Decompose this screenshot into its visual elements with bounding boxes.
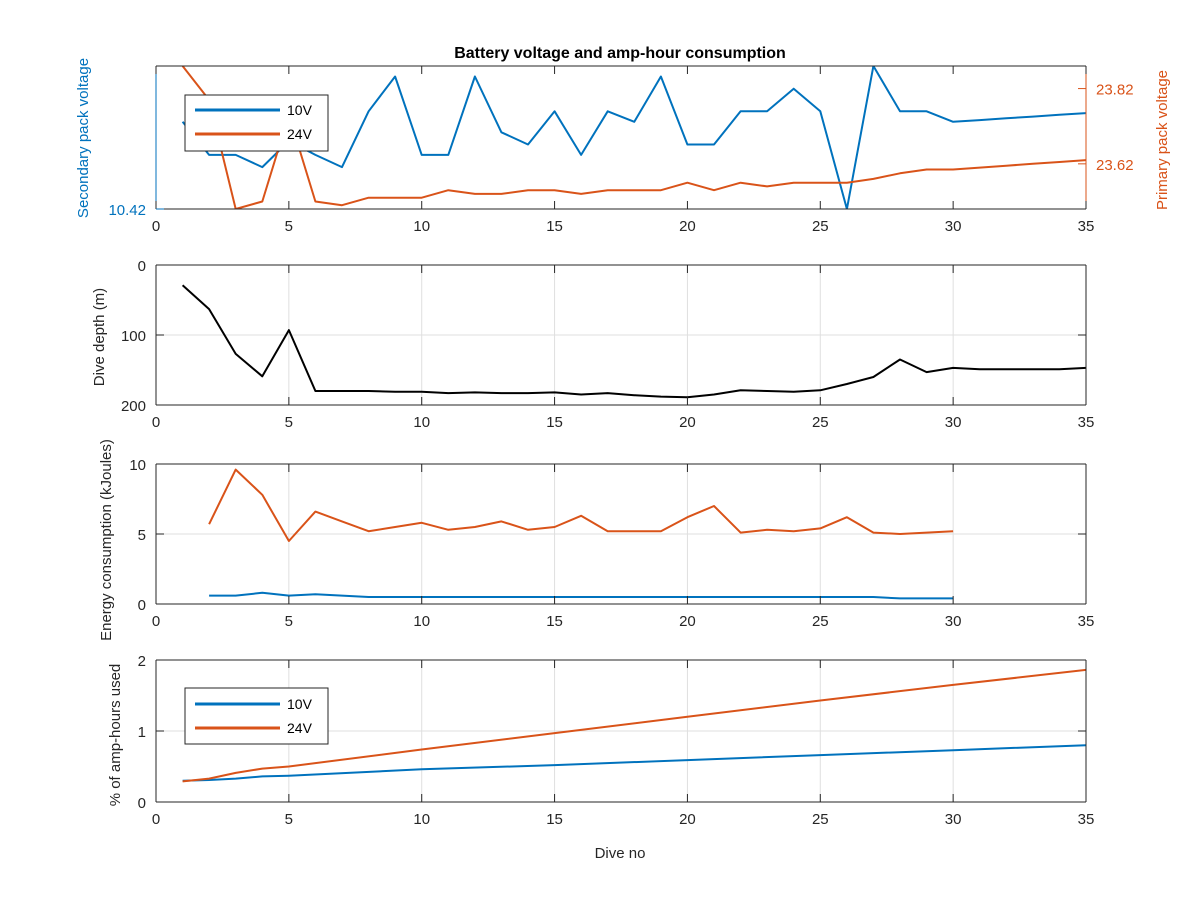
x-tick-label: 25 (812, 414, 829, 431)
x-tick-label: 15 (546, 218, 563, 235)
voltage-subplot: 0 5 10 15 20 25 30 35 10.42 23.82 23.62 (108, 65, 1134, 235)
amp-hours-subplot: 0 5 10 15 20 25 30 35 0 1 2 (138, 653, 1095, 828)
y-tick-label: 2 (138, 653, 146, 670)
x-tick-label: 10 (413, 811, 430, 828)
x-tick-label: 20 (679, 218, 696, 235)
x-tick-label: 20 (679, 811, 696, 828)
x-tick-label: 5 (285, 414, 293, 431)
x-tick-label: 25 (812, 218, 829, 235)
legend-label-10v: 10V (287, 102, 313, 118)
x-tick-label: 0 (152, 218, 160, 235)
series-line-24v-energy (208, 468, 954, 542)
y-tick-label: 0 (138, 597, 146, 614)
legend-label-10v: 10V (287, 696, 313, 712)
x-tick-label: 30 (945, 414, 962, 431)
x-tick-label: 0 (152, 811, 160, 828)
x-tick-label: 35 (1078, 414, 1095, 431)
legend-label-24v: 24V (287, 720, 313, 736)
amp-hours-legend-box (184, 687, 329, 745)
energy-axis-label: Energy consumption (kJoules) (98, 439, 115, 641)
x-tick-label: 15 (546, 811, 563, 828)
y-tick-label: 0 (138, 795, 146, 812)
depth-subplot: 0 5 10 15 20 25 30 35 0 100 200 (121, 258, 1094, 431)
series-line-10v-energy (209, 591, 954, 600)
x-tick-label: 35 (1078, 218, 1095, 235)
x-tick-label: 30 (945, 613, 962, 630)
x-tick-label: 0 (152, 613, 160, 630)
y-tick-label: 5 (138, 527, 146, 544)
x-tick-label: 25 (812, 613, 829, 630)
y-tick-label: 100 (121, 328, 146, 345)
x-tick-label: 10 (413, 414, 430, 431)
voltage-legend-box (184, 94, 329, 152)
series-line-24v (181, 66, 1086, 209)
y-tick-label: 1 (138, 724, 146, 741)
y-tick-label: 0 (138, 258, 146, 275)
primary-voltage-axis-label: Primary pack voltage (1154, 70, 1171, 210)
x-tick-label: 5 (285, 811, 293, 828)
amp-hours-legend: 10V 24V (184, 687, 329, 745)
x-tick-label: 25 (812, 811, 829, 828)
x-tick-label: 15 (546, 414, 563, 431)
series-line-10v (181, 66, 1086, 209)
energy-subplot: 0 5 10 15 20 25 30 35 0 5 10 (129, 457, 1094, 630)
x-tick-label: 5 (285, 218, 293, 235)
amp-hours-axis-label: % of amp-hours used (107, 664, 124, 807)
x-tick-label: 10 (413, 613, 430, 630)
x-tick-label: 30 (945, 218, 962, 235)
chart-title: Battery voltage and amp-hour consumption (454, 45, 786, 62)
y-tick-label: 200 (121, 398, 146, 415)
x-axis-label: Dive no (595, 845, 646, 862)
series-line-24v-amphours (182, 668, 1086, 783)
x-tick-label: 15 (546, 613, 563, 630)
x-tick-label: 35 (1078, 811, 1095, 828)
y-right-tick-label: 23.82 (1096, 82, 1134, 99)
voltage-legend: 10V 24V (184, 94, 329, 152)
secondary-voltage-axis-label: Secondary pack voltage (75, 58, 92, 218)
dive-depth-axis-label: Dive depth (m) (91, 288, 108, 386)
series-line-depth (181, 284, 1086, 399)
y-tick-label: 10 (129, 457, 146, 474)
y-left-tick-label: 10.42 (108, 202, 146, 219)
x-tick-label: 0 (152, 414, 160, 431)
x-tick-label: 30 (945, 811, 962, 828)
x-tick-label: 20 (679, 414, 696, 431)
series-group (182, 668, 1086, 783)
legend-label-24v: 24V (287, 126, 313, 142)
x-tick-label: 5 (285, 613, 293, 630)
x-tick-label: 10 (413, 218, 430, 235)
voltage-series-group (181, 66, 1086, 209)
x-tick-label: 35 (1078, 613, 1095, 630)
series-group (208, 468, 954, 600)
x-tick-label: 20 (679, 613, 696, 630)
y-right-tick-label: 23.62 (1096, 157, 1134, 174)
series-line-10v-amphours (182, 744, 1086, 782)
series-group (181, 284, 1086, 399)
